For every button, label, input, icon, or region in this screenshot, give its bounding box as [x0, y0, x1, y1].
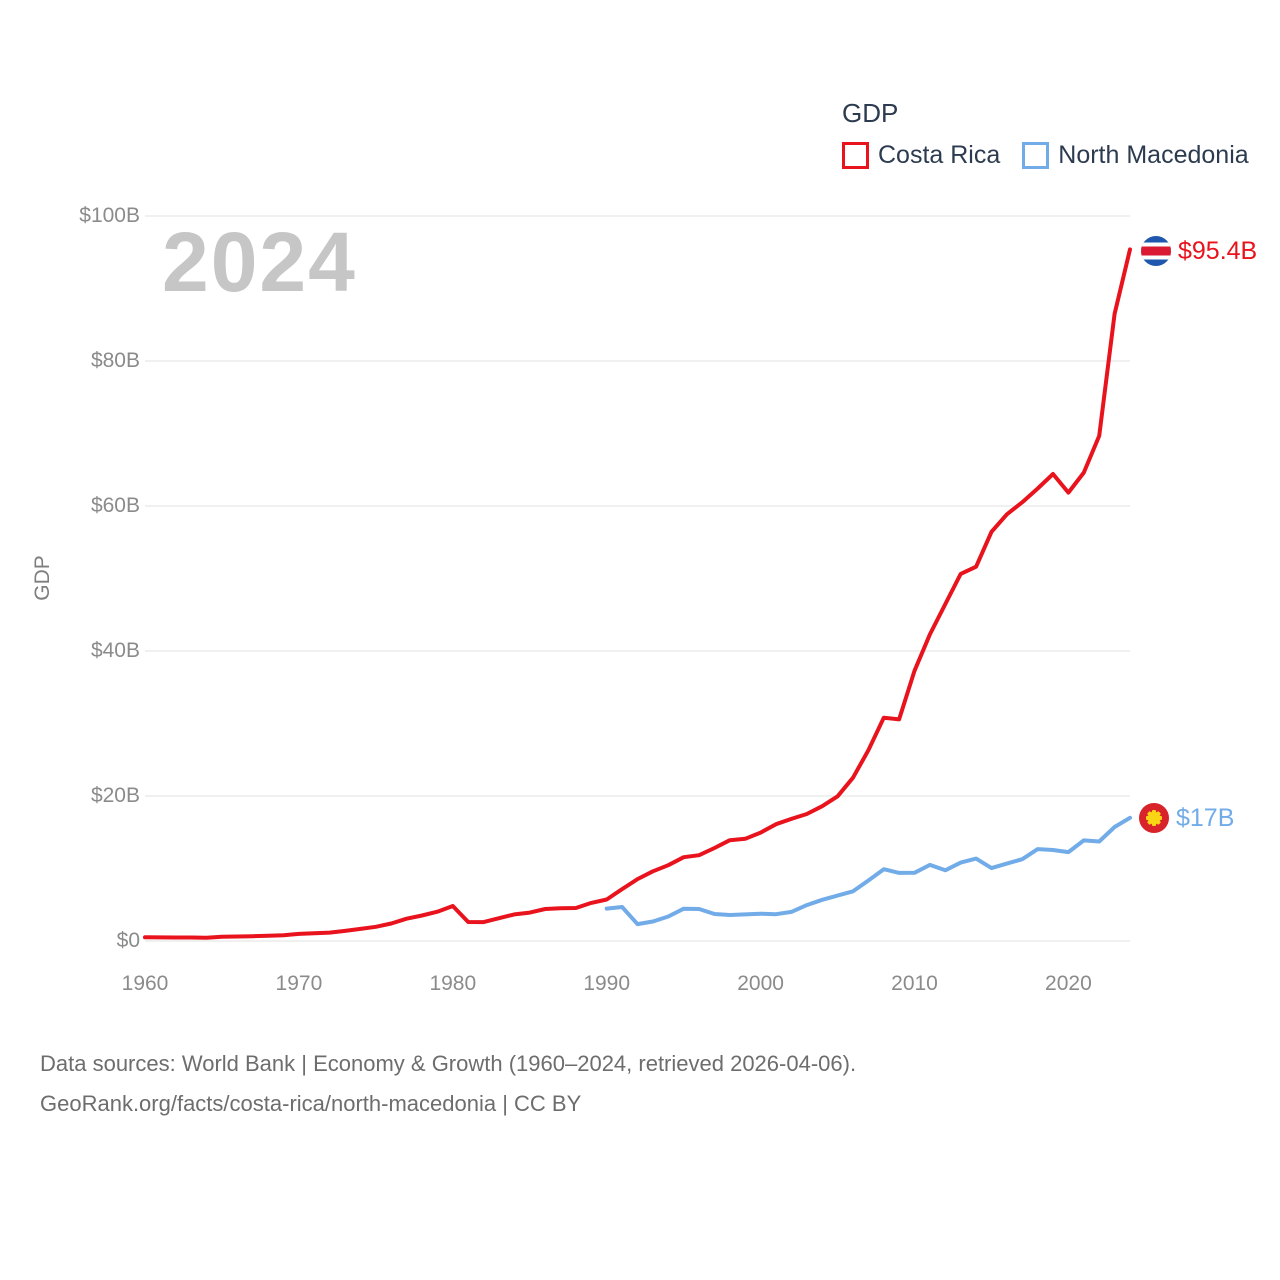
legend-items: Costa Rica North Macedonia	[842, 141, 1249, 170]
legend-label-north-macedonia: North Macedonia	[1058, 141, 1249, 169]
end-value-costa-rica: $95.4B	[1178, 236, 1258, 265]
footer-sources-line: Data sources: World Bank | Economy & Gro…	[40, 1051, 857, 1076]
x-axis-tick-label: 2000	[737, 972, 784, 995]
gridlines	[145, 215, 1130, 942]
legend-item-costa-rica[interactable]: Costa Rica	[842, 141, 1000, 170]
y-axis-tick-label: $100B	[79, 204, 140, 227]
x-axis-tick-label: 2020	[1045, 972, 1092, 995]
north-macedonia-flag-icon	[1139, 803, 1169, 833]
end-label-costa-rica: $95.4B	[1141, 236, 1257, 266]
legend: GDP Costa Rica North Macedonia	[842, 98, 1249, 170]
x-axis-tick-label: 1990	[583, 972, 631, 995]
legend-swatch-costa-rica	[842, 142, 869, 169]
x-axis-tick-label: 1980	[429, 972, 477, 995]
y-axis-tick-label: $60B	[90, 494, 140, 517]
y-axis-tick-label: $0	[116, 929, 140, 952]
y-axis-tick-label: $20B	[90, 784, 140, 807]
footer: Data sources: World Bank | Economy & Gro…	[40, 1044, 856, 1124]
footer-attribution-line: GeoRank.org/facts/costa-rica/north-maced…	[40, 1091, 582, 1116]
x-axis-tick-label: 1960	[121, 972, 169, 995]
legend-item-north-macedonia[interactable]: North Macedonia	[1022, 141, 1249, 170]
y-axis-tick-label: $40B	[90, 639, 140, 662]
series-line-costa-rica[interactable]	[143, 247, 1132, 940]
legend-swatch-north-macedonia	[1022, 142, 1050, 169]
end-label-north-macedonia: $17B	[1139, 803, 1234, 833]
end-value-north-macedonia: $17B	[1176, 803, 1235, 832]
series-line-north-macedonia[interactable]	[604, 815, 1132, 927]
costa-rica-flag-icon	[1141, 236, 1171, 266]
x-axis-tick-label: 2010	[891, 972, 938, 995]
legend-title: GDP	[842, 98, 899, 128]
y-axis-tick-label: $80B	[90, 349, 140, 372]
legend-label-costa-rica: Costa Rica	[878, 141, 1001, 169]
x-axis-tick-label: 1970	[275, 972, 323, 995]
watermark-year: 2024	[162, 215, 357, 309]
